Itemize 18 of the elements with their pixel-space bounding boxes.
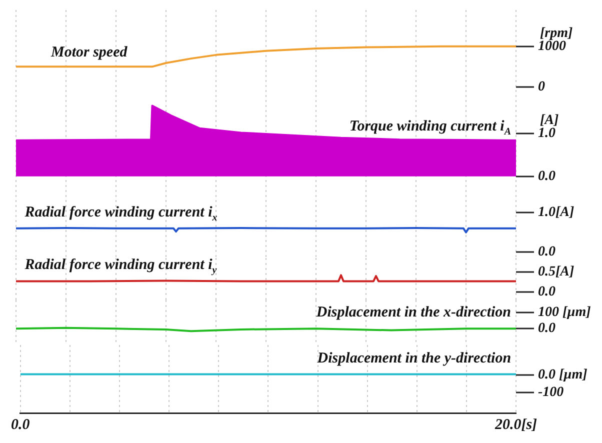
y-tick-label: 0.0 — [538, 284, 556, 300]
y-tick-label: 1.0 — [538, 126, 556, 142]
y-tick-label: 1000 — [538, 39, 566, 54]
y-tick-label: 0 — [538, 80, 545, 95]
y-tick-label: 0.0 — [538, 244, 556, 260]
y-tick-label: 100 [µm] — [538, 304, 592, 320]
y-tick-label: -100 — [538, 384, 564, 400]
y-tick-label: 0.5[A] — [538, 264, 574, 280]
y-tick-label: 0.0 [µm] — [538, 368, 588, 383]
series-label: Motor speed — [50, 44, 128, 61]
y-tick-label: 0.0 — [538, 169, 556, 184]
series-label: Displacement in the y-direction — [316, 350, 512, 366]
y-tick-label: 1.0[A] — [538, 205, 574, 220]
y-axis-title: [rpm] — [540, 26, 573, 42]
x-tick-label: 20.0[s] — [494, 416, 538, 433]
series-label: Displacement in the x-direction — [315, 304, 512, 321]
y-axis-title: [A] — [540, 113, 559, 128]
y-tick-label: 0.0 — [538, 321, 556, 336]
